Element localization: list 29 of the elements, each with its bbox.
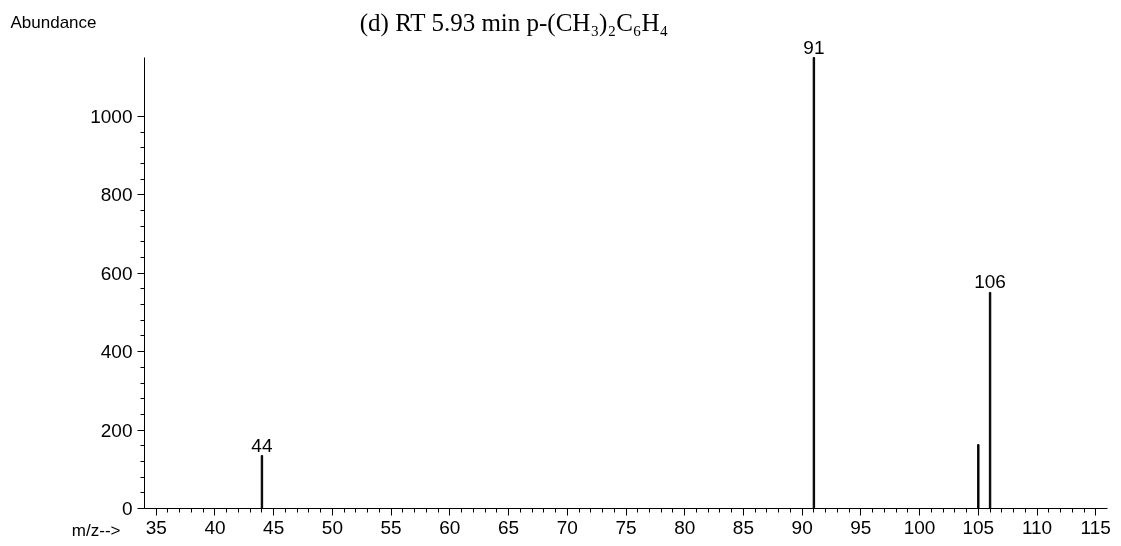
x-tick-label: 35: [145, 516, 167, 538]
x-tick-label: 90: [791, 516, 813, 538]
x-tick-label: 110: [1021, 516, 1053, 538]
y-axis-title: Abundance: [10, 13, 97, 32]
y-tick-label: 400: [100, 341, 133, 363]
x-axis-title: m/z-->: [71, 521, 121, 540]
x-tick-label: 80: [674, 516, 696, 538]
x-tick-label: 95: [850, 516, 872, 538]
annotation: 106: [974, 271, 1006, 293]
x-tick-label: 60: [439, 516, 461, 538]
x-tick-label: 100: [903, 516, 936, 538]
x-tick-label: 45: [263, 516, 285, 538]
y-tick-label: 200: [100, 419, 133, 441]
x-tick-label: 55: [380, 516, 402, 538]
x-tick-label: 85: [732, 516, 755, 538]
x-tick-label: 105: [962, 516, 995, 538]
x-tick-label: 115: [1080, 516, 1111, 538]
chart-title: (d) RT 5.93 min p-(CH₃)₂C₆H₄: [359, 9, 669, 37]
x-tick-label: 50: [321, 516, 343, 538]
y-tick-label: 800: [100, 184, 133, 206]
y-tick-label: 600: [100, 262, 133, 284]
x-tick-label: 75: [615, 516, 637, 538]
x-tick-label: 70: [556, 516, 578, 538]
y-tick-label: 0: [121, 498, 133, 519]
annotation: 91: [803, 36, 825, 58]
x-tick-label: 65: [497, 516, 520, 538]
y-tick-label: 1000: [90, 105, 133, 127]
x-tick-label: 40: [204, 516, 226, 538]
annotation: 44: [251, 434, 273, 456]
